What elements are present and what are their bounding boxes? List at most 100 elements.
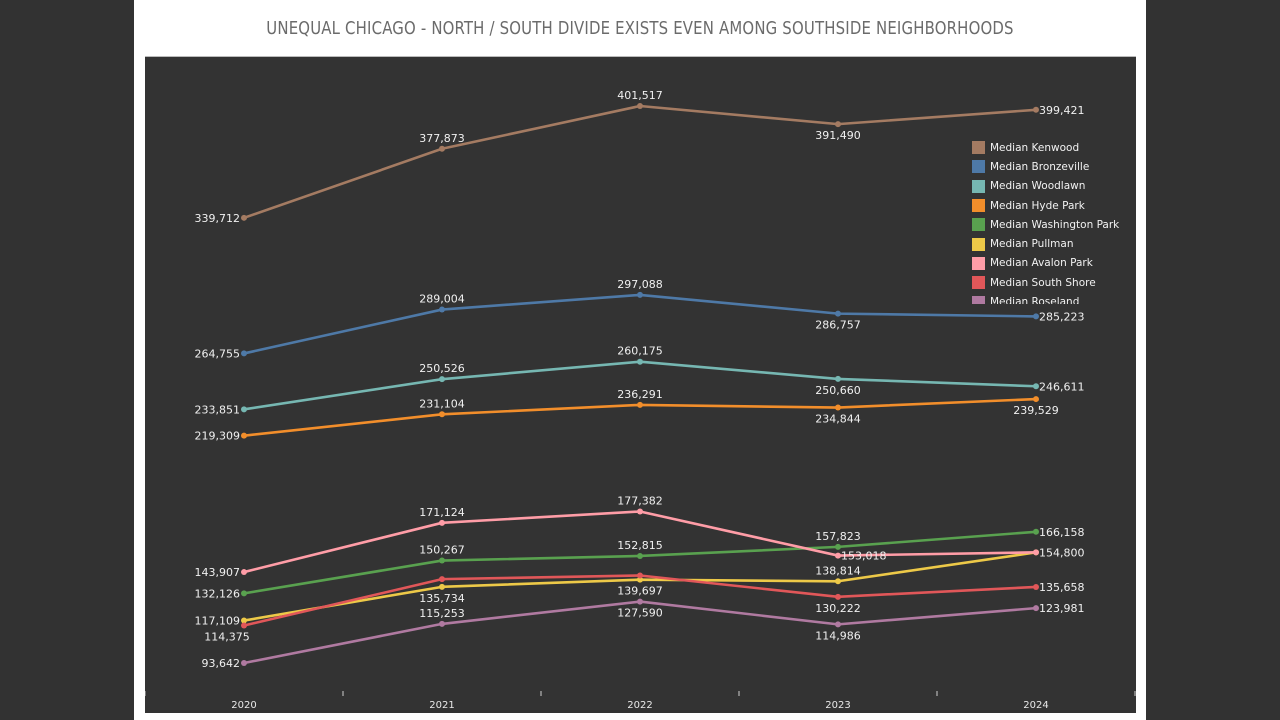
data-label: 250,660 (815, 384, 861, 397)
data-label: 123,981 (1039, 602, 1085, 615)
data-point[interactable] (835, 375, 841, 382)
data-label: 377,873 (419, 132, 465, 145)
data-point[interactable] (835, 593, 841, 600)
legend-label: Median Avalon Park (990, 257, 1093, 270)
legend-label: Median Woodlawn (990, 180, 1086, 193)
data-point[interactable] (439, 620, 445, 627)
data-label: 264,755 (195, 347, 241, 360)
data-point[interactable] (241, 432, 247, 439)
series-line-median-kenwood[interactable] (243, 104, 1037, 220)
data-point[interactable] (241, 214, 247, 221)
legend-label: Median Hyde Park (990, 199, 1085, 212)
data-label: 143,907 (195, 566, 241, 579)
data-point[interactable] (439, 145, 445, 152)
data-point[interactable] (439, 376, 445, 383)
legend-item[interactable]: Median Bronzeville (972, 157, 1122, 176)
data-point[interactable] (637, 358, 643, 365)
data-label: 135,734 (419, 592, 465, 605)
legend-swatch (972, 218, 985, 232)
data-label: 233,851 (195, 403, 241, 416)
legend-swatch (972, 237, 985, 251)
data-point[interactable] (439, 519, 445, 526)
data-point[interactable] (637, 598, 643, 605)
data-point[interactable] (439, 411, 445, 418)
data-label: 138,814 (815, 564, 861, 577)
data-point[interactable] (241, 590, 247, 597)
data-point[interactable] (439, 576, 445, 583)
data-label: 399,421 (1039, 104, 1085, 117)
data-point[interactable] (835, 543, 841, 550)
legend-swatch (972, 256, 985, 270)
series-lines (241, 103, 1039, 666)
data-point[interactable] (241, 350, 247, 357)
data-label: 177,382 (617, 494, 663, 507)
data-label: 114,986 (815, 629, 861, 642)
data-labels: 339,712 377,873 401,517 391,490 399,421 264,7… (195, 89, 1085, 670)
data-point[interactable] (637, 291, 643, 298)
data-point[interactable] (637, 401, 643, 408)
legend-swatch (972, 199, 985, 213)
legend-swatch (972, 276, 985, 290)
data-label: 297,088 (617, 278, 663, 291)
data-point[interactable] (637, 508, 643, 515)
legend-label: Median Washington Park (990, 218, 1120, 231)
data-point[interactable] (835, 552, 841, 559)
data-point[interactable] (1033, 605, 1039, 612)
x-tick-label: 2022 (627, 700, 652, 711)
legend-item[interactable]: Median Kenwood (972, 138, 1122, 157)
data-point[interactable] (439, 583, 445, 590)
data-label: 391,490 (815, 129, 861, 142)
data-label: 219,309 (195, 430, 241, 443)
legend-item[interactable]: Median Avalon Park (972, 254, 1122, 273)
data-point[interactable] (835, 621, 841, 628)
data-point[interactable] (1033, 528, 1039, 535)
data-label: 127,590 (617, 607, 663, 620)
data-point[interactable] (835, 121, 841, 128)
legend-swatch (972, 141, 985, 155)
data-point[interactable] (637, 576, 643, 583)
data-point[interactable] (439, 557, 445, 564)
data-point[interactable] (241, 569, 247, 576)
data-label: 150,267 (419, 544, 465, 557)
data-label: 286,757 (815, 319, 861, 332)
data-point[interactable] (241, 622, 247, 629)
data-label: 246,611 (1039, 380, 1085, 393)
data-label: 171,124 (419, 506, 465, 519)
legend-label: Median Pullman (990, 238, 1074, 251)
legend-item[interactable]: Median Hyde Park (972, 196, 1122, 215)
data-label: 401,517 (617, 89, 663, 102)
data-label: 239,529 (1013, 404, 1059, 417)
data-point[interactable] (1033, 396, 1039, 403)
data-point[interactable] (439, 306, 445, 313)
data-point[interactable] (1033, 313, 1039, 320)
data-point[interactable] (241, 617, 247, 624)
legend-item[interactable]: Median South Shore (972, 273, 1122, 292)
x-tick-label: 2020 (231, 700, 256, 711)
data-point[interactable] (835, 310, 841, 317)
legend-item[interactable]: Median Washington Park (972, 215, 1122, 234)
data-point[interactable] (637, 572, 643, 579)
data-point[interactable] (1033, 549, 1039, 556)
data-point[interactable] (637, 103, 643, 109)
legend-swatch (972, 160, 985, 174)
data-point[interactable] (835, 578, 841, 585)
data-point[interactable] (1033, 583, 1039, 590)
legend-item[interactable]: Median Roseland (972, 292, 1122, 304)
data-point[interactable] (835, 404, 841, 411)
legend-item[interactable]: Median Pullman (972, 234, 1122, 253)
legend-label: Median Bronzeville (990, 160, 1090, 173)
legend-item[interactable]: Median Woodlawn (972, 177, 1122, 196)
data-point[interactable] (1033, 383, 1039, 390)
legend-label: Median Kenwood (990, 141, 1080, 154)
data-label: 285,223 (1039, 310, 1085, 323)
chart-title: UNEQUAL CHICAGO - NORTH / SOUTH DIVIDE E… (266, 18, 1014, 39)
data-point[interactable] (241, 660, 247, 666)
data-point[interactable] (241, 406, 247, 413)
x-tick-label: 2023 (825, 700, 850, 711)
legend-label: Median Roseland (990, 296, 1080, 304)
legend: Median Kenwood Median Bronzeville Median W… (972, 138, 1122, 304)
data-point[interactable] (637, 552, 643, 559)
data-label: 236,291 (617, 388, 663, 401)
x-axis: 2020 2021 2022 2023 2024 (145, 691, 1136, 711)
data-point[interactable] (1033, 106, 1039, 113)
